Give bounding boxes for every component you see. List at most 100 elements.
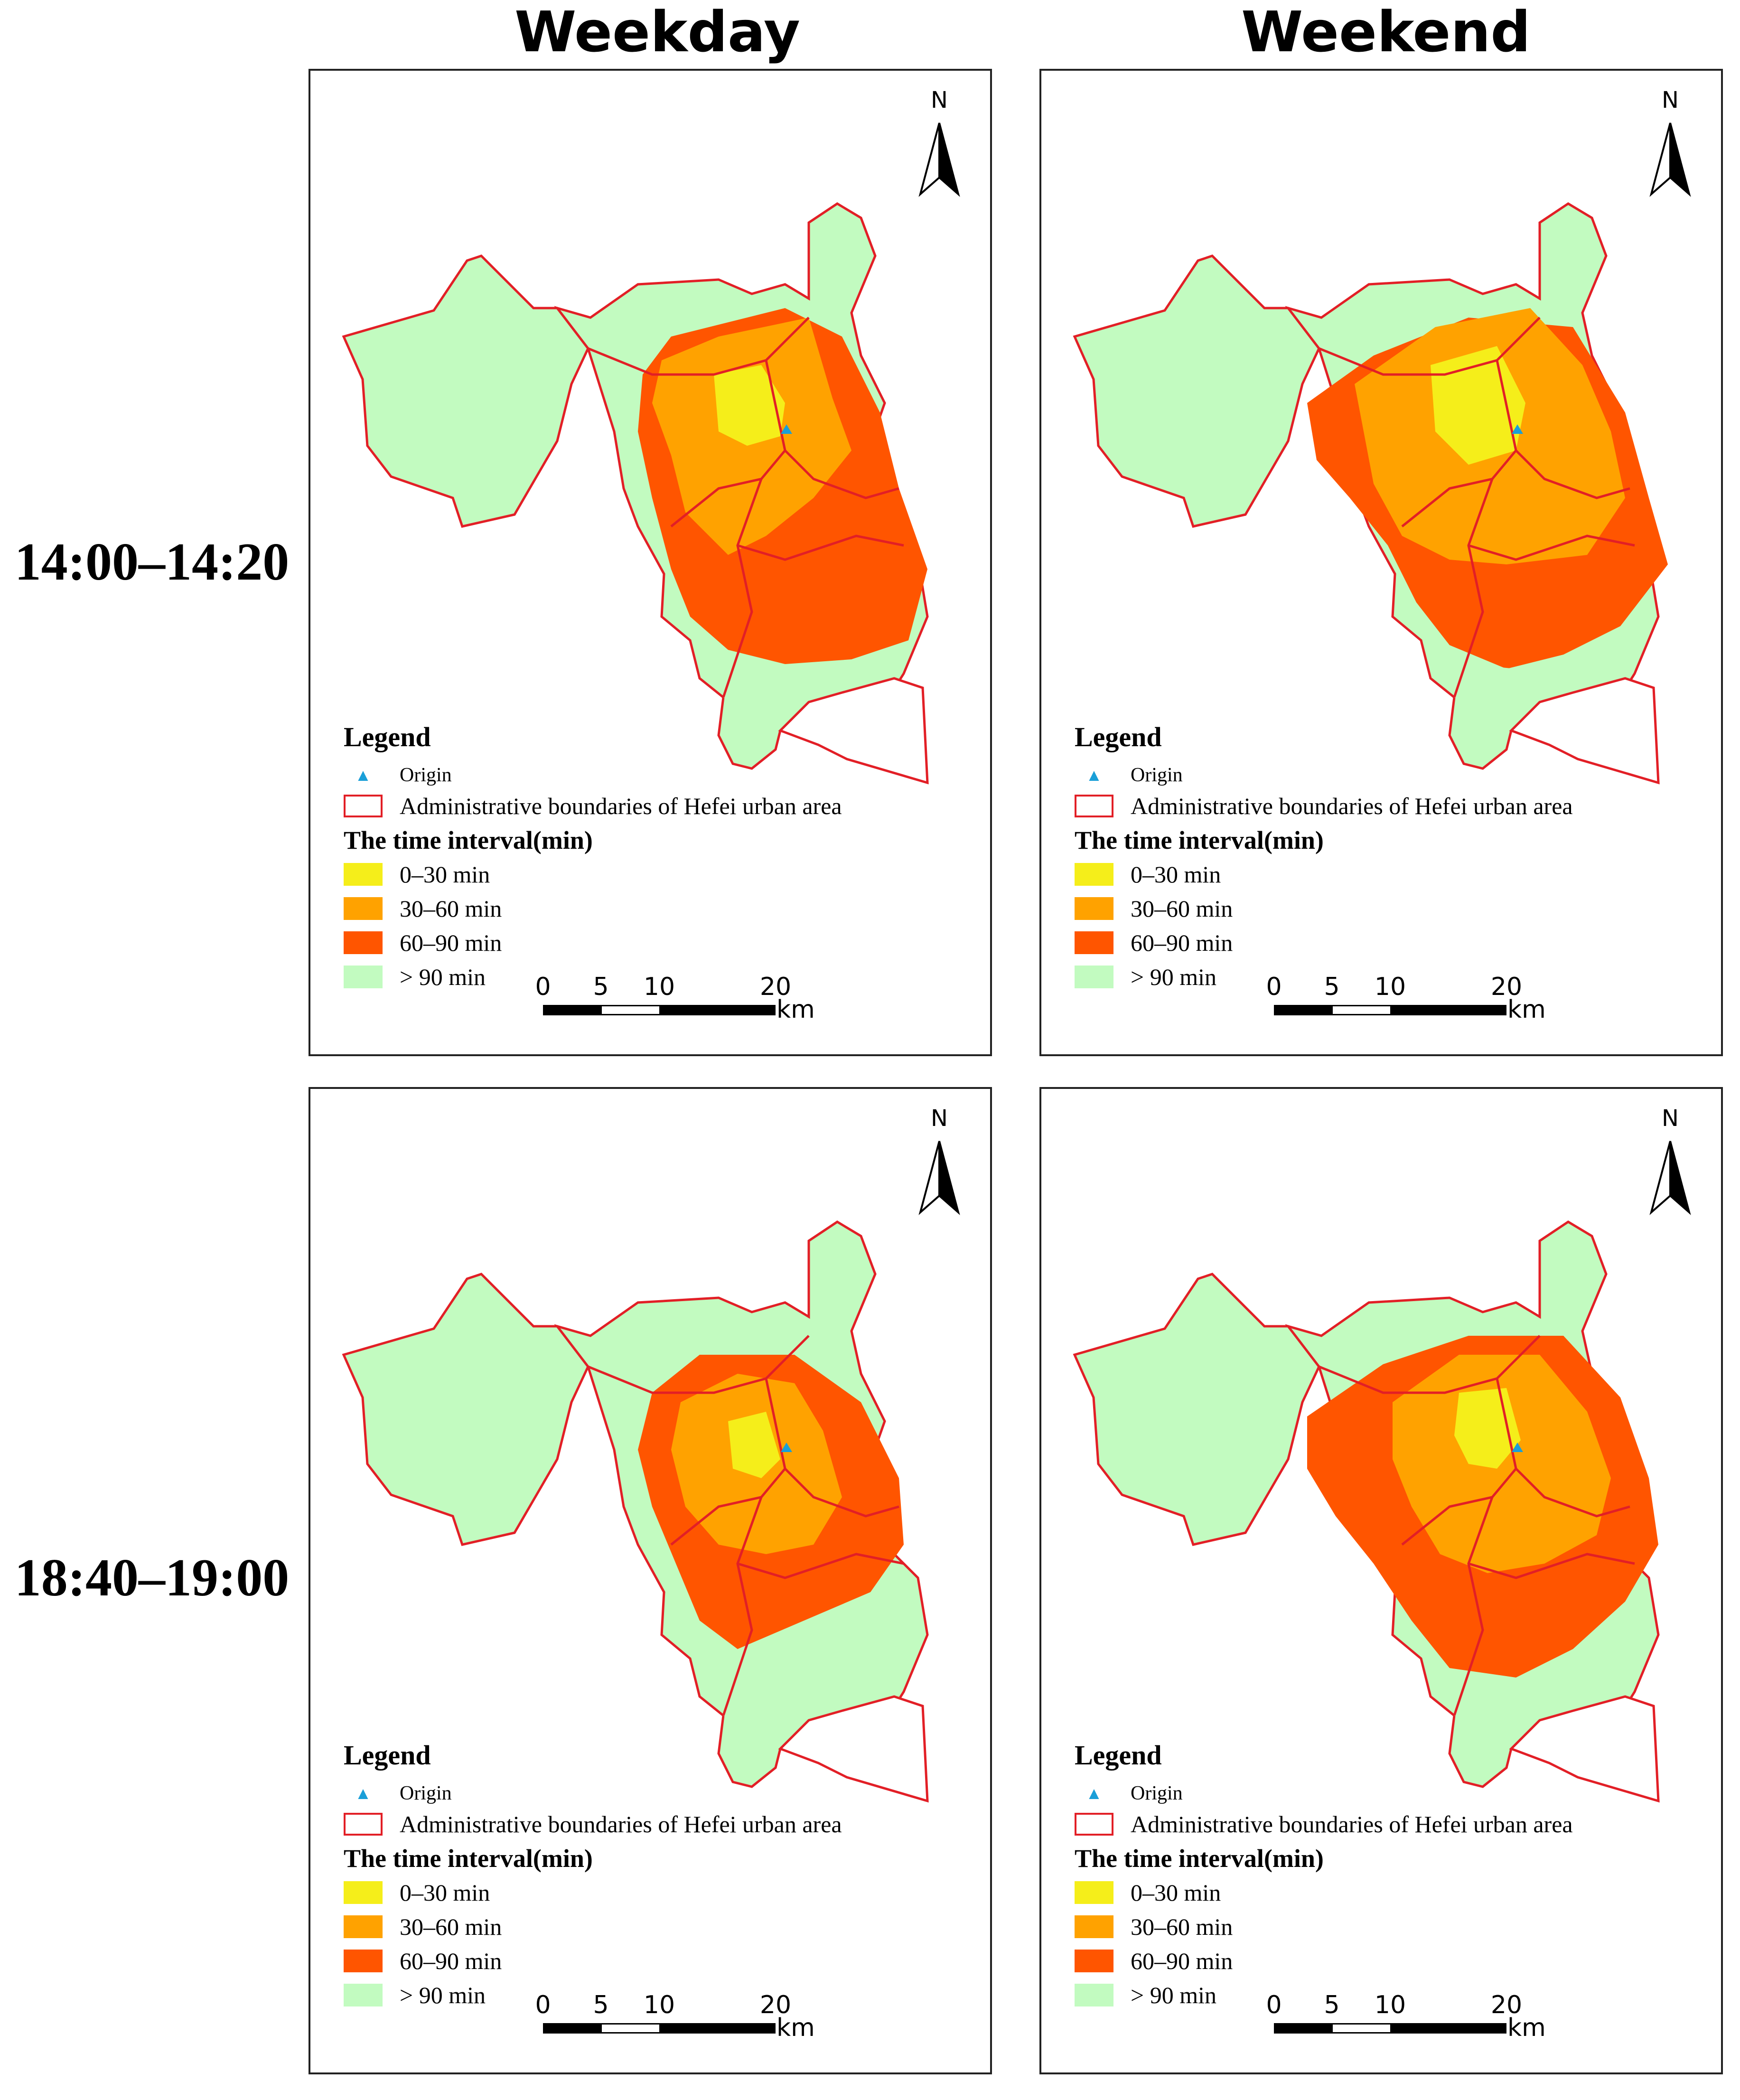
legend-boundary: Administrative boundaries of Hefei urban… [344,1807,961,1841]
district-boundary [1319,317,1541,376]
legend-boundary-label: Administrative boundaries of Hefei urban… [1131,793,1573,819]
district-boundary [737,1553,904,1579]
legend-band-0-30: 0–30 min [1075,1875,1692,1910]
scale-tick: 10 [1374,1991,1406,2019]
band-label-60-90: 60–90 min [400,929,502,956]
band-swatch-30-60 [344,1915,383,1938]
band-swatch-60-90 [344,931,383,954]
legend-band-30-60: 30–60 min [344,1910,961,1944]
band-label-30-60: 30–60 min [1131,1913,1233,1940]
boundary-swatch [1075,795,1113,817]
map-svg [342,1220,929,1803]
map-panel-weekday-afternoon: N Legend ▲ Origin Administrative boundar… [309,69,992,1056]
scale-unit: km [776,995,815,1024]
legend-interval-title: The time interval(min) [344,1844,593,1873]
band-label-60-90: 60–90 min [400,1948,502,1974]
scale-bar: 0 5 10 20 km [1266,1991,1545,2053]
legend-title: Legend [1075,1740,1162,1771]
origin-triangle-icon: ▲ [355,1784,372,1803]
zone-gt90 [1073,254,1320,528]
legend: Legend ▲ Origin Administrative boundarie… [344,721,961,994]
scale-bar-graphic [543,2023,776,2034]
boundary-swatch [344,795,383,817]
district-boundary [1453,478,1494,698]
north-arrow-icon: N [918,1105,960,1215]
scale-tick: 5 [1324,1991,1340,2019]
district-boundary [1453,1497,1494,1716]
scale-tick: 10 [1374,973,1406,1001]
legend-band-60-90: 60–90 min [344,1944,961,1978]
map-panel-weekend-afternoon: N Legend ▲ Origin Administrative boundar… [1039,69,1723,1056]
north-label: N [931,87,948,113]
scale-ticks: 0 5 10 20 [535,973,799,1006]
band-swatch-gt90 [1075,1984,1113,2006]
north-label: N [1662,1105,1679,1132]
legend-boundary-label: Administrative boundaries of Hefei urban… [400,1811,842,1838]
row-header-evening: 18:40–19:00 [14,1548,290,1607]
district-boundary [588,317,810,376]
legend-origin: ▲ Origin [1075,1780,1692,1807]
legend-band-30-60: 30–60 min [1075,1910,1692,1944]
origin-marker [1512,1443,1523,1452]
origin-triangle-icon: ▲ [1085,766,1103,785]
zone-gt90 [342,1273,589,1546]
legend-band-gt90: > 90 min [344,1978,961,2012]
legend: Legend ▲ Origin Administrative boundarie… [1075,1739,1692,2012]
scale-ticks: 0 5 10 20 [1266,1991,1530,2024]
north-arrow-icon: N [1649,87,1691,197]
scale-bar: 0 5 10 20 km [535,1991,814,2053]
scale-tick: 20 [1490,1991,1523,2019]
zone-gt90-south [1454,664,1563,731]
band-label-30-60: 30–60 min [400,895,502,922]
band-label-0-30: 0–30 min [400,861,490,888]
band-label-60-90: 60–90 min [1131,1948,1233,1974]
origin-marker [1512,424,1523,434]
legend-boundary: Administrative boundaries of Hefei urban… [1075,789,1692,823]
unserved-area [1509,1695,1660,1803]
map-svg [1073,1220,1660,1803]
scale-bar-graphic [543,1005,776,1015]
legend-band-60-90: 60–90 min [1075,926,1692,960]
origin-triangle-icon: ▲ [1085,1784,1103,1803]
zone-30-60 [1393,1355,1611,1573]
column-header-weekend: Weekend [1241,0,1531,65]
zone-0-30 [714,365,785,446]
district-boundary [1468,534,1635,561]
legend: Legend ▲ Origin Administrative boundarie… [1075,721,1692,994]
scale-tick: 20 [1490,973,1523,1001]
north-arrow-icon: N [918,87,960,197]
district-boundary [784,1468,899,1518]
band-label-60-90: 60–90 min [1131,929,1233,956]
north-label: N [931,1105,948,1132]
scale-tick: 0 [535,1991,551,2019]
band-label-0-30: 0–30 min [1131,861,1221,888]
legend-band-gt90: > 90 min [1075,960,1692,994]
scale-tick: 10 [643,1991,675,2019]
band-swatch-60-90 [1075,931,1113,954]
district-boundary [588,1335,810,1394]
legend-interval-title: The time interval(min) [1075,826,1324,854]
legend-title: Legend [1075,722,1162,752]
unserved-area [1509,677,1660,785]
band-label-30-60: 30–60 min [400,1913,502,1940]
district-boundary [1319,1335,1541,1394]
band-label-gt90: > 90 min [1131,964,1216,990]
scale-tick: 10 [643,973,675,1001]
zone-gt90 [342,254,589,528]
band-swatch-60-90 [1075,1950,1113,1972]
boundary-swatch [344,1813,383,1836]
zone-gt90-south [1454,1682,1554,1749]
legend-origin: ▲ Origin [344,1780,961,1807]
zone-gt90-south [723,664,809,731]
band-swatch-0-30 [344,1881,383,1904]
district-boundary [784,450,899,499]
legend-band-30-60: 30–60 min [344,891,961,926]
legend-boundary: Administrative boundaries of Hefei urban… [1075,1807,1692,1841]
legend-band-30-60: 30–60 min [1075,891,1692,926]
origin-marker [781,424,792,434]
district-boundary [722,478,763,698]
band-swatch-30-60 [344,897,383,920]
band-label-gt90: > 90 min [400,964,486,990]
zone-0-30 [1431,346,1525,465]
legend-band-0-30: 0–30 min [1075,857,1692,891]
